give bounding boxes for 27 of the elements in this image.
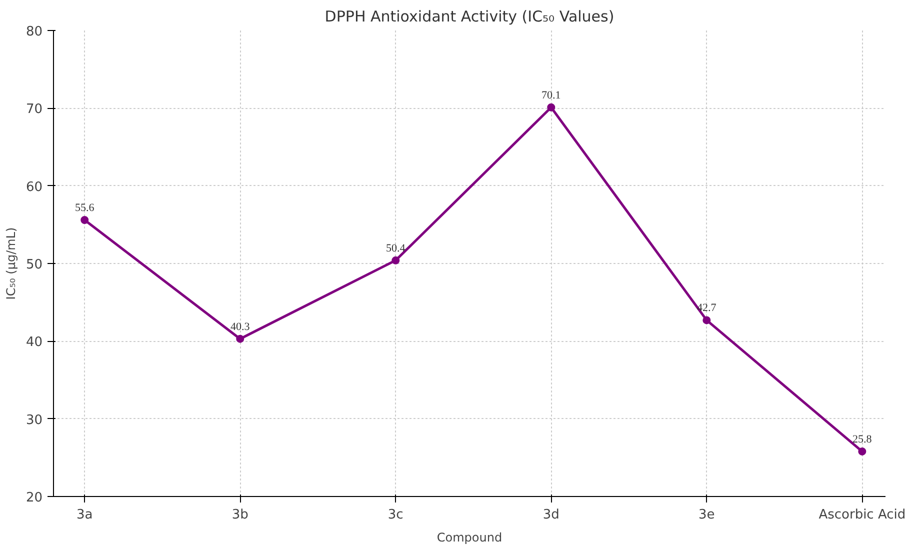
y-tick-label: 50 xyxy=(26,258,43,272)
y-tick-label: 30 xyxy=(26,412,43,428)
x-tick-label: 3b xyxy=(232,508,248,522)
y-tick-label: 60 xyxy=(26,180,43,195)
data-label: 55.6 xyxy=(74,202,95,214)
x-tick-label: Ascorbic Acid xyxy=(818,508,906,522)
x-tick-label: 3a xyxy=(76,508,93,522)
point xyxy=(392,256,400,264)
x-tick-label: 3e xyxy=(698,508,715,522)
y-tick-label: 70 xyxy=(26,102,43,118)
point xyxy=(80,216,89,224)
y-tick-label: 20 xyxy=(26,490,43,506)
x-axis-title: Compound xyxy=(436,530,502,544)
data-label: 70.1 xyxy=(542,89,561,102)
y-tick-label: 40 xyxy=(26,335,43,350)
chart-title: DPPH Antioxidant Activity (IC₅₀ Values) xyxy=(324,8,614,26)
y-axis-title: IC₅₀ (μg/mL) xyxy=(4,227,18,300)
data-label: 50.4 xyxy=(386,242,406,254)
data-label: 25.8 xyxy=(852,433,872,446)
point xyxy=(702,316,711,324)
data-label: 40.3 xyxy=(230,320,250,333)
y-tick-label: 80 xyxy=(26,24,43,40)
point xyxy=(547,103,556,112)
point xyxy=(858,447,866,456)
x-tick-label: 3d xyxy=(542,508,560,522)
point xyxy=(236,334,244,343)
x-tick-label: 3c xyxy=(388,508,404,522)
